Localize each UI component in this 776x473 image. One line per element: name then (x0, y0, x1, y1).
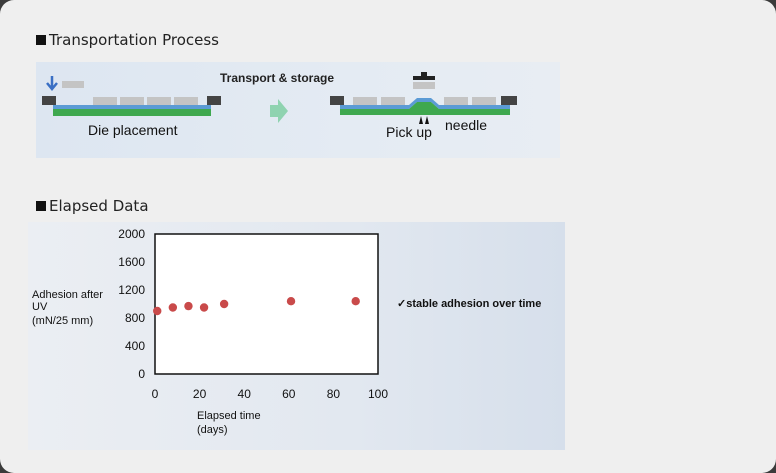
needle-icon (419, 116, 423, 124)
die (353, 97, 377, 105)
pickup-tool (413, 76, 435, 80)
needle-label: needle (445, 117, 488, 133)
y-tick-label: 2000 (118, 227, 145, 241)
elapsed-section-title: Elapsed Data (36, 197, 149, 215)
frame-left (42, 96, 56, 105)
die-placement-label: Die placement (88, 122, 178, 138)
y-axis-label: Adhesion after UV (mN/25 mm) (32, 289, 106, 327)
data-point (286, 297, 296, 306)
data-point (153, 306, 162, 316)
stable-adhesion-note: ✓stable adhesion over time (397, 298, 542, 310)
plot-area (154, 233, 379, 375)
y-tick-label: 800 (125, 311, 145, 325)
tape-blue (53, 105, 211, 109)
tape-green (340, 102, 510, 115)
frame-left (330, 96, 344, 105)
data-point (351, 297, 360, 306)
frame-right (501, 96, 517, 105)
x-tick-label: 0 (152, 387, 159, 401)
pickup-tool (421, 72, 427, 76)
transport-title-text: Transportation Process (49, 31, 219, 49)
transport-storage-label: Transport & storage (220, 71, 335, 85)
y-tick-label: 1200 (118, 283, 145, 297)
x-tick-label: 40 (238, 387, 252, 401)
picked-die (413, 82, 435, 89)
y-tick-label: 0 (138, 367, 145, 381)
die (147, 97, 171, 105)
transport-section-title: Transportation Process (36, 31, 219, 49)
needle-icon (425, 116, 429, 124)
y-tick-label: 1600 (118, 255, 145, 269)
die (381, 97, 405, 105)
data-point (199, 303, 209, 312)
down-arrow-icon (46, 76, 58, 91)
x-axis-label: Elapsed time (days) (197, 410, 264, 436)
die (472, 97, 496, 105)
x-tick-label: 60 (282, 387, 296, 401)
square-bullet-icon (36, 201, 46, 211)
process-diagram-panel: Die placement Transport & storage Pick u… (36, 62, 560, 158)
x-tick-label: 80 (327, 387, 341, 401)
die (174, 97, 198, 105)
die (120, 97, 144, 105)
elapsed-title-text: Elapsed Data (49, 197, 149, 215)
tape-green (53, 109, 211, 116)
pick-up-label: Pick up (386, 124, 432, 140)
incoming-die (62, 81, 84, 88)
tape-blue (340, 98, 510, 109)
data-point (168, 303, 178, 312)
square-bullet-icon (36, 35, 46, 45)
process-diagram (42, 72, 517, 124)
die (93, 97, 117, 105)
x-tick-label: 20 (193, 387, 207, 401)
y-tick-label: 400 (125, 339, 145, 353)
data-point (184, 301, 193, 311)
data-point (219, 299, 229, 309)
die (444, 97, 468, 105)
x-tick-label: 100 (368, 387, 388, 401)
right-arrow-icon (270, 99, 288, 123)
frame-right (207, 96, 221, 105)
